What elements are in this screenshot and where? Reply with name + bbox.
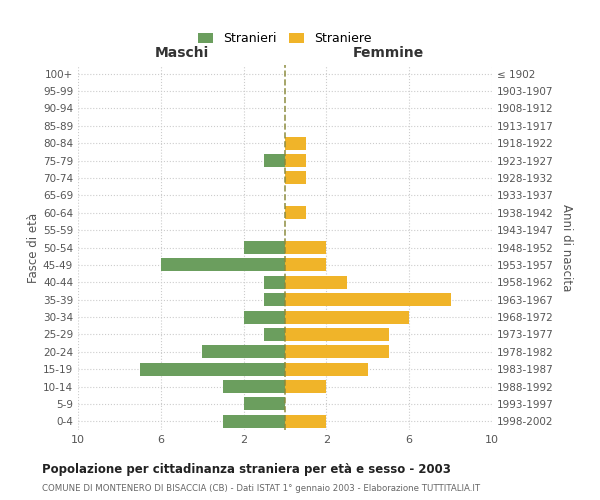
Text: Popolazione per cittadinanza straniera per età e sesso - 2003: Popolazione per cittadinanza straniera p… [42,462,451,475]
Y-axis label: Anni di nascita: Anni di nascita [560,204,573,291]
Bar [244,398,285,410]
Bar [285,293,451,306]
Text: Femmine: Femmine [353,46,424,60]
Legend: Stranieri, Straniere: Stranieri, Straniere [193,28,377,50]
Bar [244,310,285,324]
Bar [285,258,326,272]
Bar [285,241,326,254]
Bar [285,328,389,341]
Bar [140,362,285,376]
Bar [285,380,326,393]
Y-axis label: Fasce di età: Fasce di età [27,212,40,282]
Bar [285,346,389,358]
Bar [223,415,285,428]
Bar [265,154,285,167]
Bar [161,258,285,272]
Bar [285,276,347,289]
Text: Maschi: Maschi [154,46,209,60]
Bar [244,241,285,254]
Bar [285,172,306,184]
Bar [285,136,306,149]
Bar [223,380,285,393]
Bar [285,310,409,324]
Bar [265,328,285,341]
Text: COMUNE DI MONTENERO DI BISACCIA (CB) - Dati ISTAT 1° gennaio 2003 - Elaborazione: COMUNE DI MONTENERO DI BISACCIA (CB) - D… [42,484,480,493]
Bar [285,362,368,376]
Bar [285,206,306,220]
Bar [265,276,285,289]
Bar [285,154,306,167]
Bar [285,415,326,428]
Bar [265,293,285,306]
Bar [202,346,285,358]
